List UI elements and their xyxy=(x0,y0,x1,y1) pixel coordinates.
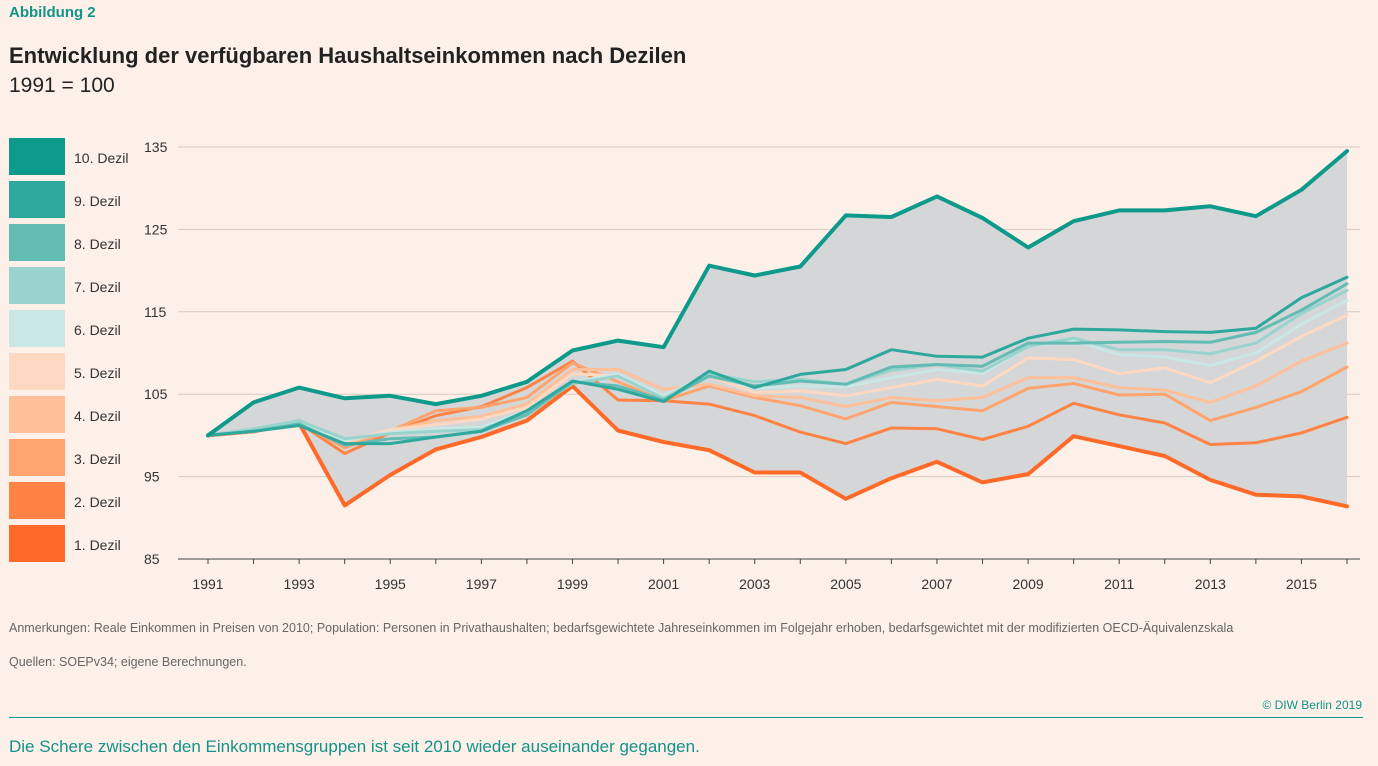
series-line-5-dezil xyxy=(206,313,1349,444)
figure-label: Abbildung 2 xyxy=(9,4,96,21)
x-tick-label: 2011 xyxy=(1104,576,1134,592)
legend-item: 3. Dezil xyxy=(9,439,169,477)
legend-item: 8. Dezil xyxy=(9,224,169,262)
series-line-8-dezil xyxy=(206,282,1349,447)
legend-swatch xyxy=(9,353,65,390)
legend-swatch xyxy=(9,482,65,519)
legend-item: 7. Dezil xyxy=(9,267,169,305)
x-tick-label: 2003 xyxy=(739,576,770,592)
copyright-text: © DIW Berlin 2019 xyxy=(1262,698,1362,712)
legend-label: 2. Dezil xyxy=(74,494,121,510)
x-tick-label: 2013 xyxy=(1195,576,1226,592)
legend-item: 2. Dezil xyxy=(9,482,169,520)
legend-label: 3. Dezil xyxy=(74,451,121,467)
x-tick-label: 2007 xyxy=(921,576,952,592)
legend-label: 5. Dezil xyxy=(74,365,121,381)
chart-title: Entwicklung der verfügbaren Haushaltsein… xyxy=(9,43,687,68)
y-tick-label: 115 xyxy=(144,304,167,320)
legend-swatch xyxy=(9,439,65,476)
x-tick-label: 2015 xyxy=(1286,576,1317,592)
source-text: Quellen: SOEPv34; eigene Berechnungen. xyxy=(9,655,247,669)
y-tick-label: 95 xyxy=(144,469,160,485)
x-tick-label: 1993 xyxy=(284,576,315,592)
series-line-1-dezil xyxy=(206,384,1349,509)
notes-text: Anmerkungen: Reale Einkommen in Preisen … xyxy=(9,621,1234,635)
legend-item: 6. Dezil xyxy=(9,310,169,348)
divider xyxy=(9,717,1363,718)
y-tick-label: 125 xyxy=(144,221,168,237)
x-tick-label: 2009 xyxy=(1013,576,1044,592)
legend-item: 1. Dezil xyxy=(9,525,169,563)
range-band xyxy=(208,151,1347,507)
legend-swatch xyxy=(9,267,65,304)
chart-subtitle: 1991 = 100 xyxy=(9,74,115,97)
legend-swatch xyxy=(9,224,65,261)
x-tick-label: 1991 xyxy=(192,576,223,592)
caption-text: Die Schere zwischen den Einkommensgruppe… xyxy=(9,737,700,756)
x-tick-label: 1995 xyxy=(375,576,406,592)
x-tick-label: 1999 xyxy=(557,576,588,592)
legend-item: 5. Dezil xyxy=(9,353,169,391)
legend-label: 1. Dezil xyxy=(74,537,121,553)
legend-swatch xyxy=(9,525,65,562)
legend-swatch xyxy=(9,310,65,347)
x-tick-label: 2005 xyxy=(830,576,861,592)
legend-swatch xyxy=(9,396,65,433)
legend-swatch xyxy=(9,138,65,175)
legend-label: 9. Dezil xyxy=(74,193,121,209)
legend-label: 8. Dezil xyxy=(74,236,121,252)
legend-item: 4. Dezil xyxy=(9,396,169,434)
legend-label: 4. Dezil xyxy=(74,408,121,424)
series-line-6-dezil xyxy=(206,298,1349,442)
legend-label: 6. Dezil xyxy=(74,322,121,338)
y-tick-label: 85 xyxy=(144,551,160,567)
legend-item: 10. Dezil xyxy=(9,138,169,176)
series-line-10-dezil xyxy=(206,149,1349,438)
x-tick-label: 2001 xyxy=(648,576,679,592)
legend-label: 10. Dezil xyxy=(74,150,129,166)
y-tick-label: 135 xyxy=(144,139,168,155)
line-chart: 85 95 105 115 125 135 1991 1993 1995 1997 1999 2001… xyxy=(144,139,1360,592)
series-line-9-dezil xyxy=(206,275,1349,446)
legend-swatch xyxy=(9,181,65,218)
y-tick-label: 105 xyxy=(144,386,168,402)
x-tick-label: 1997 xyxy=(466,576,497,592)
legend-item: 9. Dezil xyxy=(9,181,169,219)
legend-label: 7. Dezil xyxy=(74,279,121,295)
